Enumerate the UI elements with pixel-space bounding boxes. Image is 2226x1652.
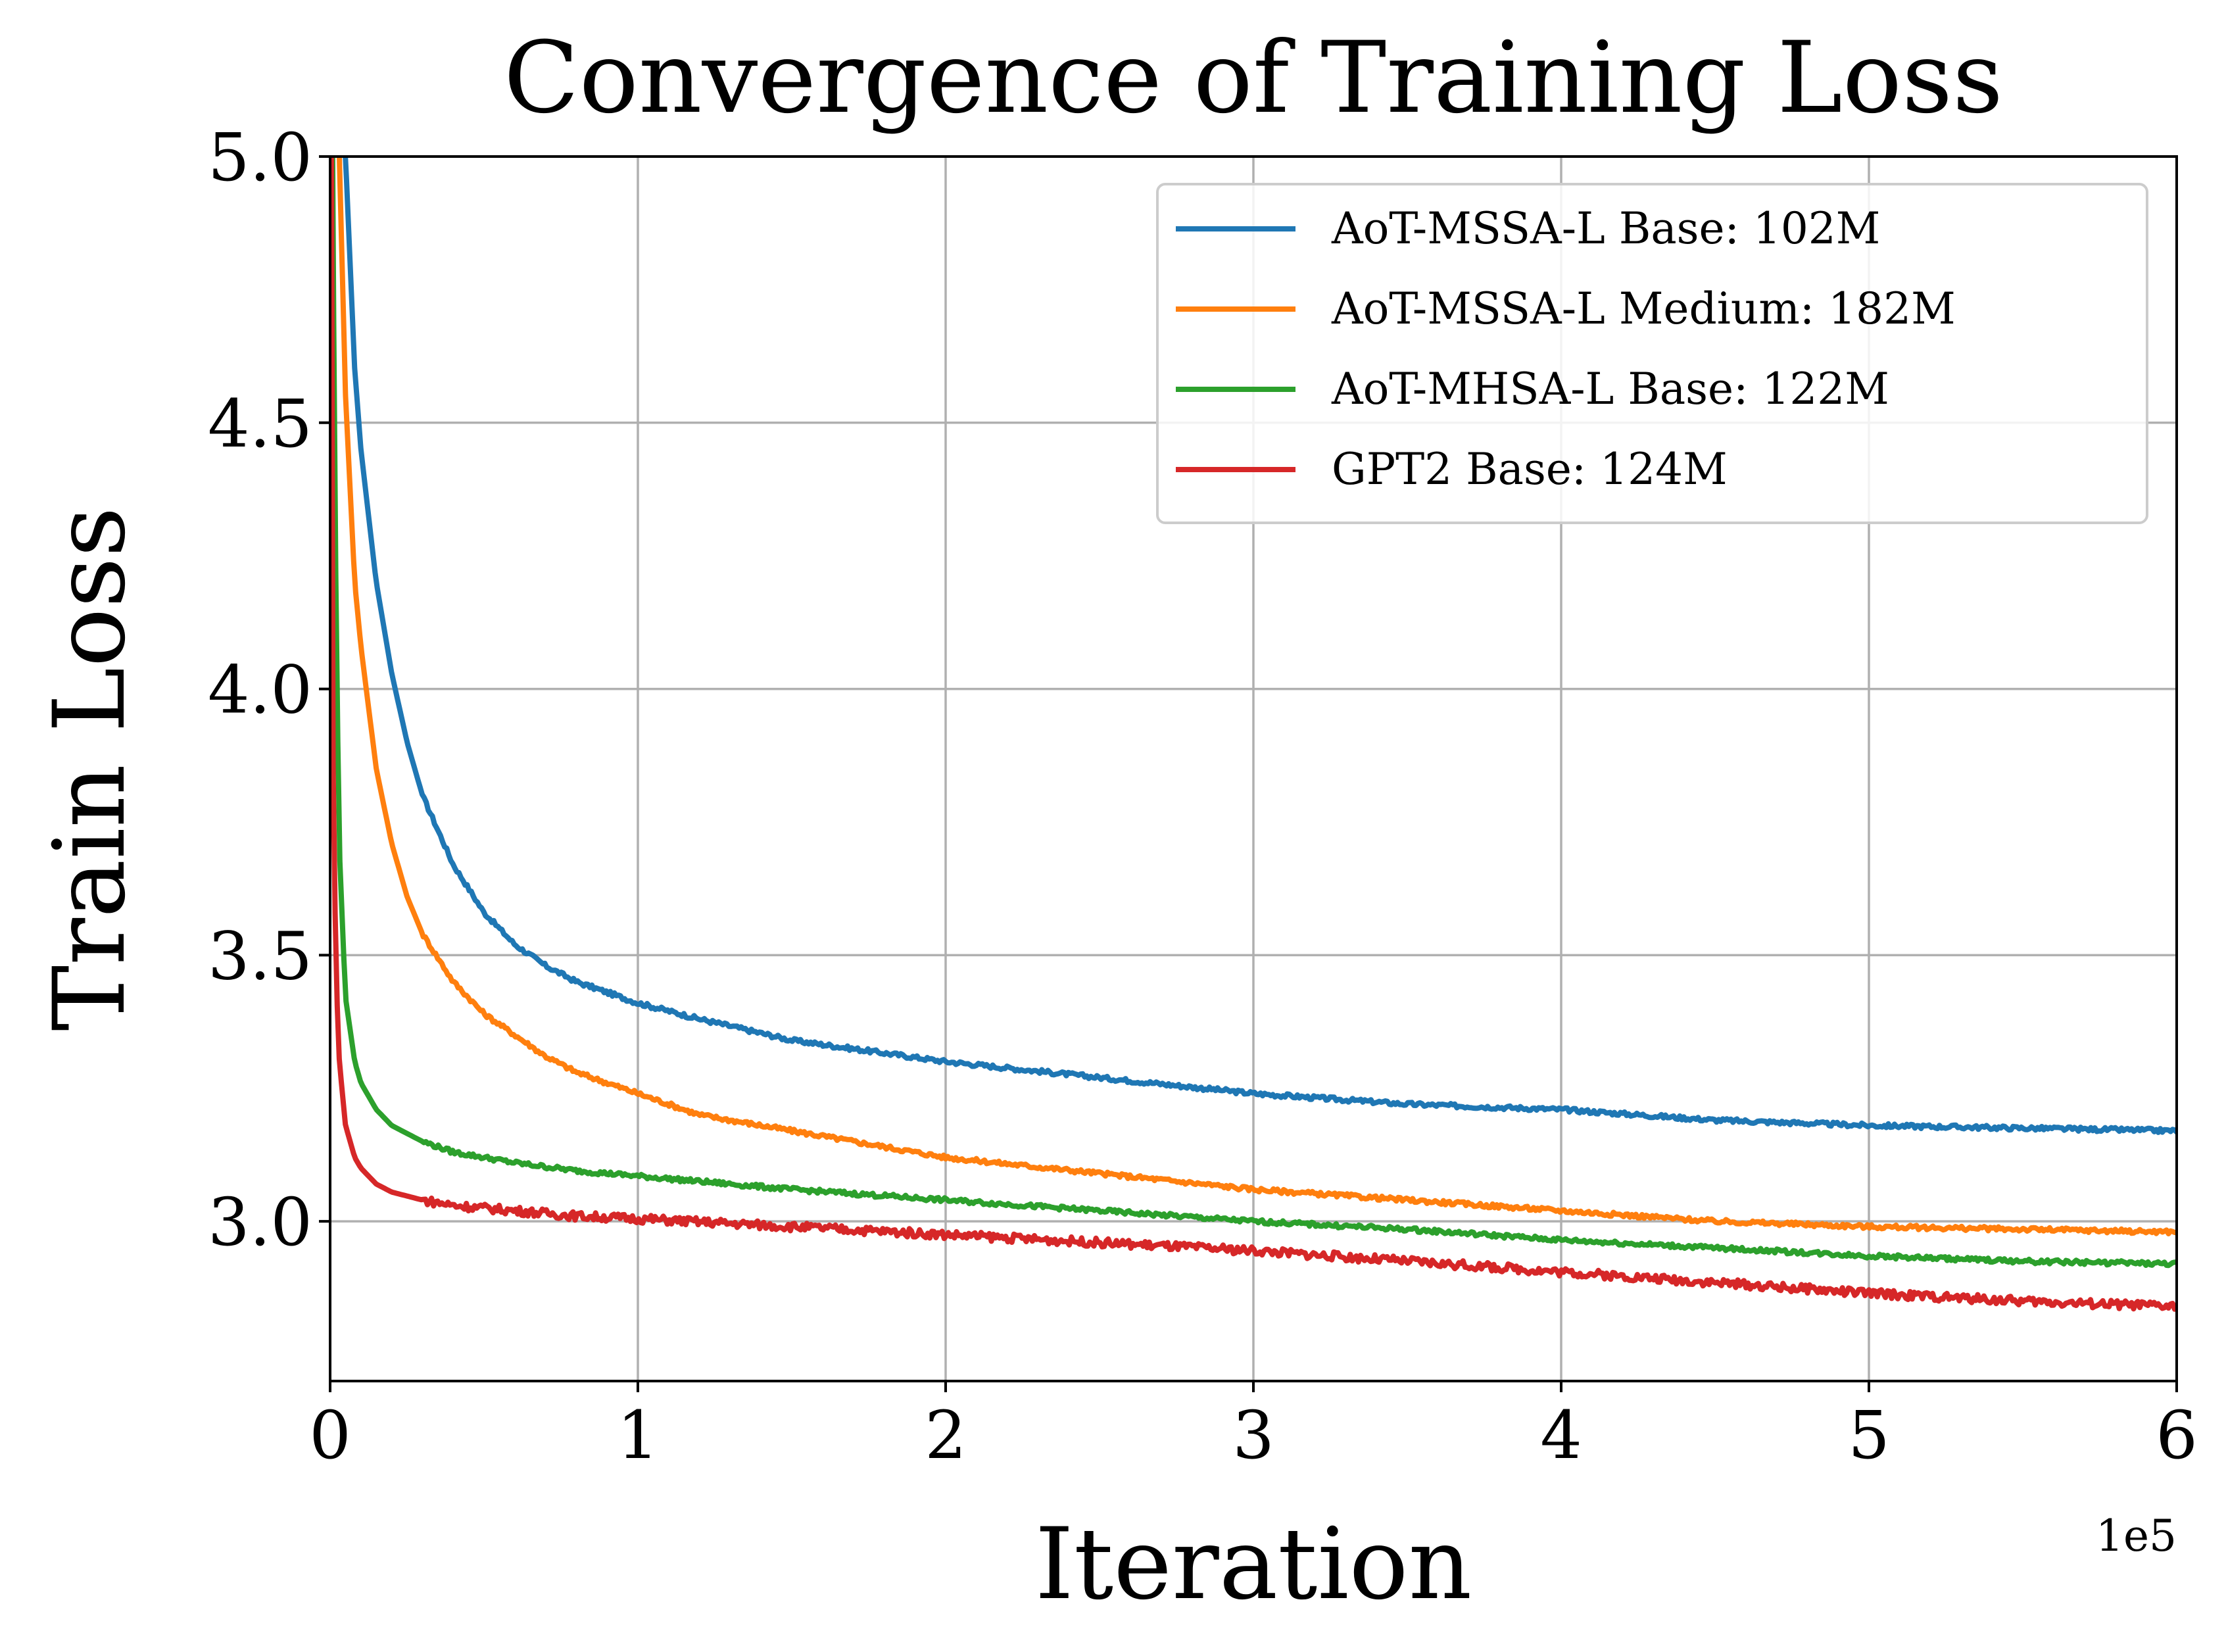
x-tick-label: 0 bbox=[309, 1397, 351, 1474]
x-tick-label: 4 bbox=[1540, 1397, 1582, 1474]
y-tick-label: 4.5 bbox=[208, 385, 312, 462]
y-tick-label: 5.0 bbox=[208, 119, 312, 196]
legend-label-4: GPT2 Base: 124M bbox=[1332, 444, 1728, 495]
series-line-1 bbox=[343, 157, 2177, 1136]
series-group bbox=[330, 157, 2177, 1312]
x-tick-label: 6 bbox=[2156, 1397, 2198, 1474]
legend: AoT-MSSA-L Base: 102M AoT-MSSA-L Medium: … bbox=[1156, 183, 2148, 524]
series-line-4 bbox=[330, 157, 2177, 1312]
x-axis-offset-label: 1e5 bbox=[2096, 1511, 2177, 1561]
y-axis-label: Train Loss bbox=[33, 506, 147, 1031]
x-tick-label: 2 bbox=[925, 1397, 967, 1474]
x-axis-label: Iteration bbox=[1035, 1507, 1472, 1622]
x-tick-label: 3 bbox=[1232, 1397, 1274, 1474]
legend-box bbox=[1156, 183, 2148, 524]
x-tick-label: 1 bbox=[617, 1397, 659, 1474]
y-tick-label: 3.0 bbox=[208, 1184, 312, 1261]
legend-label-3: AoT-MHSA-L Base: 122M bbox=[1331, 364, 1889, 414]
y-tick-label: 4.0 bbox=[208, 652, 312, 729]
series-line-2 bbox=[337, 157, 2177, 1236]
legend-label-2: AoT-MSSA-L Medium: 182M bbox=[1331, 283, 1956, 334]
chart-title: Convergence of Training Loss bbox=[504, 21, 2003, 135]
axis-ticks: 0 1 2 3 4 5 6 3.0 3.5 4.0 4.5 5.0 bbox=[208, 119, 2198, 1474]
y-tick-label: 3.5 bbox=[208, 917, 312, 994]
series-line-3 bbox=[330, 157, 2177, 1269]
legend-label-1: AoT-MSSA-L Base: 102M bbox=[1331, 203, 1880, 254]
x-tick-label: 5 bbox=[1848, 1397, 1890, 1474]
